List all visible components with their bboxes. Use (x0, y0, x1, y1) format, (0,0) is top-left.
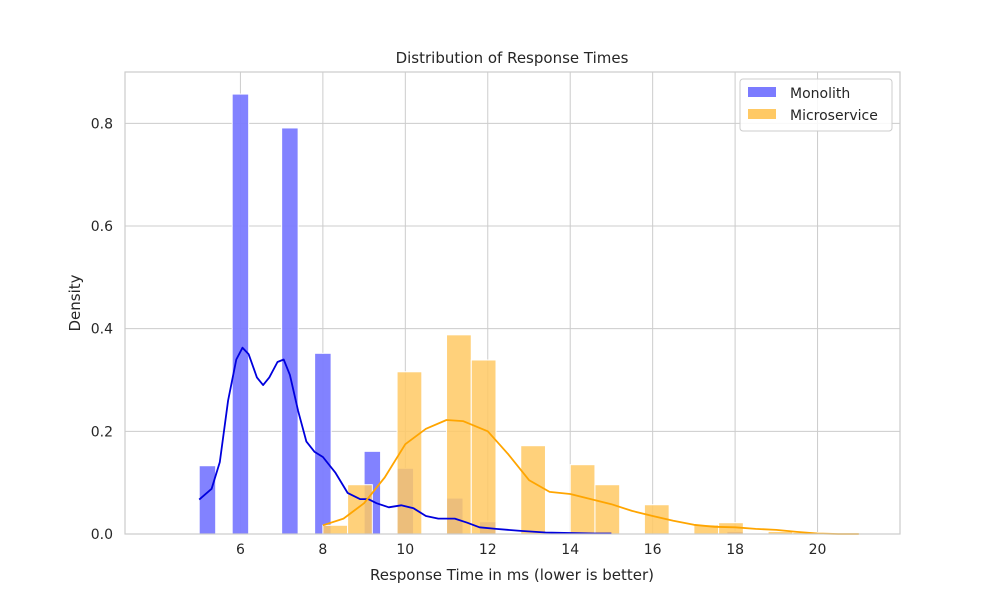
y-tick-label: 0.0 (91, 527, 113, 543)
x-tick-label: 8 (318, 542, 327, 558)
bar-microservice (520, 445, 546, 535)
y-tick-label: 0.8 (91, 116, 113, 132)
chart-title: Distribution of Response Times (396, 49, 629, 67)
bar-microservice (322, 524, 349, 535)
legend-label-microservice: Microservice (790, 108, 878, 124)
legend-box (739, 78, 893, 132)
bar-monolith (314, 352, 332, 535)
bar-microservice (347, 484, 373, 535)
x-axis-label: Response Time in ms (lower is better) (370, 566, 654, 584)
bar-microservice (446, 334, 472, 535)
x-tick-label: 14 (561, 542, 579, 558)
bar-monolith (231, 93, 250, 535)
x-tick-label: 18 (726, 542, 744, 558)
kde-line-microservice (322, 419, 859, 535)
x-tick-label: 6 (236, 542, 245, 558)
y-tick-label: 0.2 (91, 424, 113, 440)
x-tick-label: 10 (396, 542, 414, 558)
kde-curves (198, 346, 859, 535)
bar-monolith (281, 127, 299, 535)
legend-swatch-monolith (748, 87, 776, 97)
x-tick-label: 16 (644, 542, 662, 558)
y-tick-label: 0.4 (91, 322, 113, 338)
x-tick-label: 12 (479, 542, 497, 558)
bar-microservice (470, 359, 497, 535)
kde-line-monolith (198, 346, 612, 535)
bar-microservice (594, 484, 621, 535)
tick-labels: 6 8 10 12 14 16 18 20 0.0 0.2 0.4 0.6 0.8 (91, 116, 827, 558)
y-tick-label: 0.6 (91, 219, 113, 235)
x-tick-label: 20 (809, 542, 827, 558)
histogram-bars (198, 93, 864, 535)
y-axis-label: Density (66, 274, 84, 331)
legend-label-monolith: Monolith (790, 86, 850, 102)
plot-area (124, 71, 901, 535)
legend: Monolith Microservice (739, 78, 893, 132)
bar-monolith (198, 465, 217, 535)
legend-swatch-microservice (748, 109, 776, 119)
